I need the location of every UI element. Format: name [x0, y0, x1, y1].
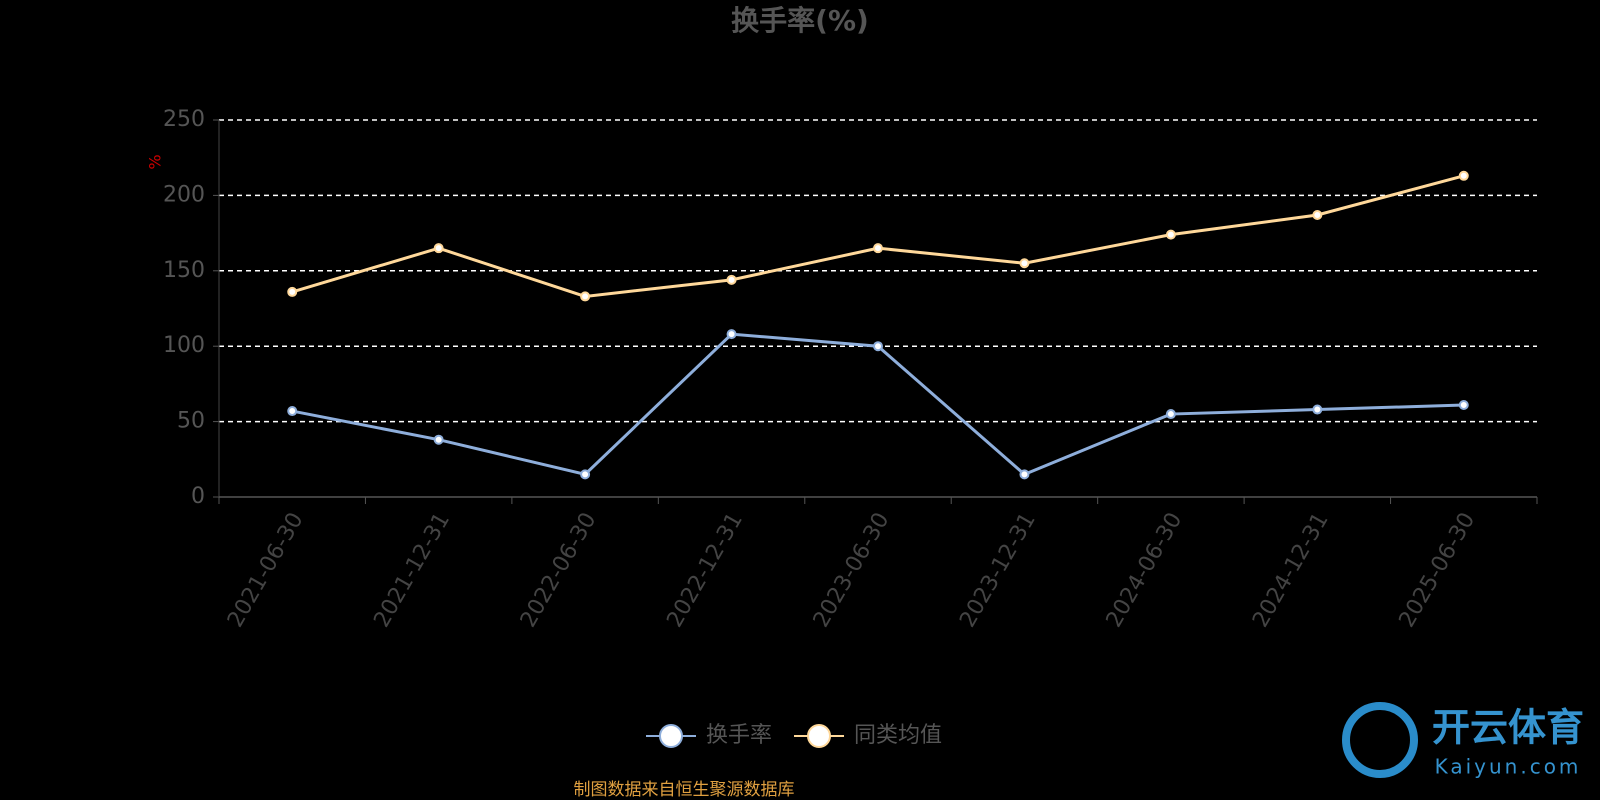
- data-point: [287, 406, 298, 417]
- series-line: [291, 332, 1464, 477]
- data-point: [873, 243, 883, 254]
- x-tick-label: 2024-06-30: [1102, 509, 1188, 632]
- y-tick-label: 150: [163, 258, 205, 283]
- data-point: [1019, 258, 1030, 269]
- watermark-brand: 开云体育: [1432, 706, 1584, 750]
- data-point: [873, 341, 883, 352]
- watermark-logo: [1342, 702, 1418, 778]
- data-point: [580, 469, 591, 480]
- y-tick-label: 100: [163, 333, 205, 358]
- data-point: [580, 291, 591, 302]
- watermark-site: Kaiyun.com: [1435, 755, 1582, 779]
- y-tick-label: 200: [163, 182, 205, 207]
- x-tick-label: 2025-06-30: [1395, 509, 1481, 632]
- source-note: 制图数据来自恒生聚源数据库: [574, 780, 795, 800]
- y-tick-label: 250: [163, 107, 205, 132]
- y-axis-label: %: [146, 154, 165, 169]
- data-point: [1458, 400, 1469, 411]
- data-point: [1458, 170, 1469, 181]
- data-point: [726, 329, 737, 340]
- data-point: [433, 434, 444, 445]
- x-tick-label: 2021-06-30: [223, 509, 309, 632]
- legend-label: 换手率: [706, 723, 772, 748]
- data-point: [726, 274, 737, 285]
- data-point: [1019, 469, 1030, 480]
- data-point: [1165, 229, 1176, 240]
- x-tick-label: 2023-12-31: [955, 509, 1041, 632]
- data-point: [1165, 409, 1176, 420]
- data-point: [433, 243, 444, 254]
- x-tick-label: 2024-12-31: [1248, 509, 1334, 632]
- data-point: [287, 286, 298, 297]
- legend-marker: [807, 724, 832, 748]
- y-tick-label: 50: [177, 409, 205, 434]
- x-tick-label: 2022-12-31: [662, 509, 748, 632]
- x-tick-label: 2022-06-30: [516, 509, 602, 632]
- y-tick-label: 0: [191, 484, 205, 509]
- chart-title: 换手率(%): [731, 4, 869, 37]
- data-point: [1312, 210, 1323, 221]
- x-tick-label: 2023-06-30: [809, 509, 895, 632]
- legend-label: 同类均值: [854, 723, 942, 748]
- x-tick-label: 2021-12-31: [369, 509, 455, 632]
- legend-marker: [659, 724, 683, 748]
- data-point: [1312, 404, 1323, 415]
- series-line: [291, 174, 1465, 298]
